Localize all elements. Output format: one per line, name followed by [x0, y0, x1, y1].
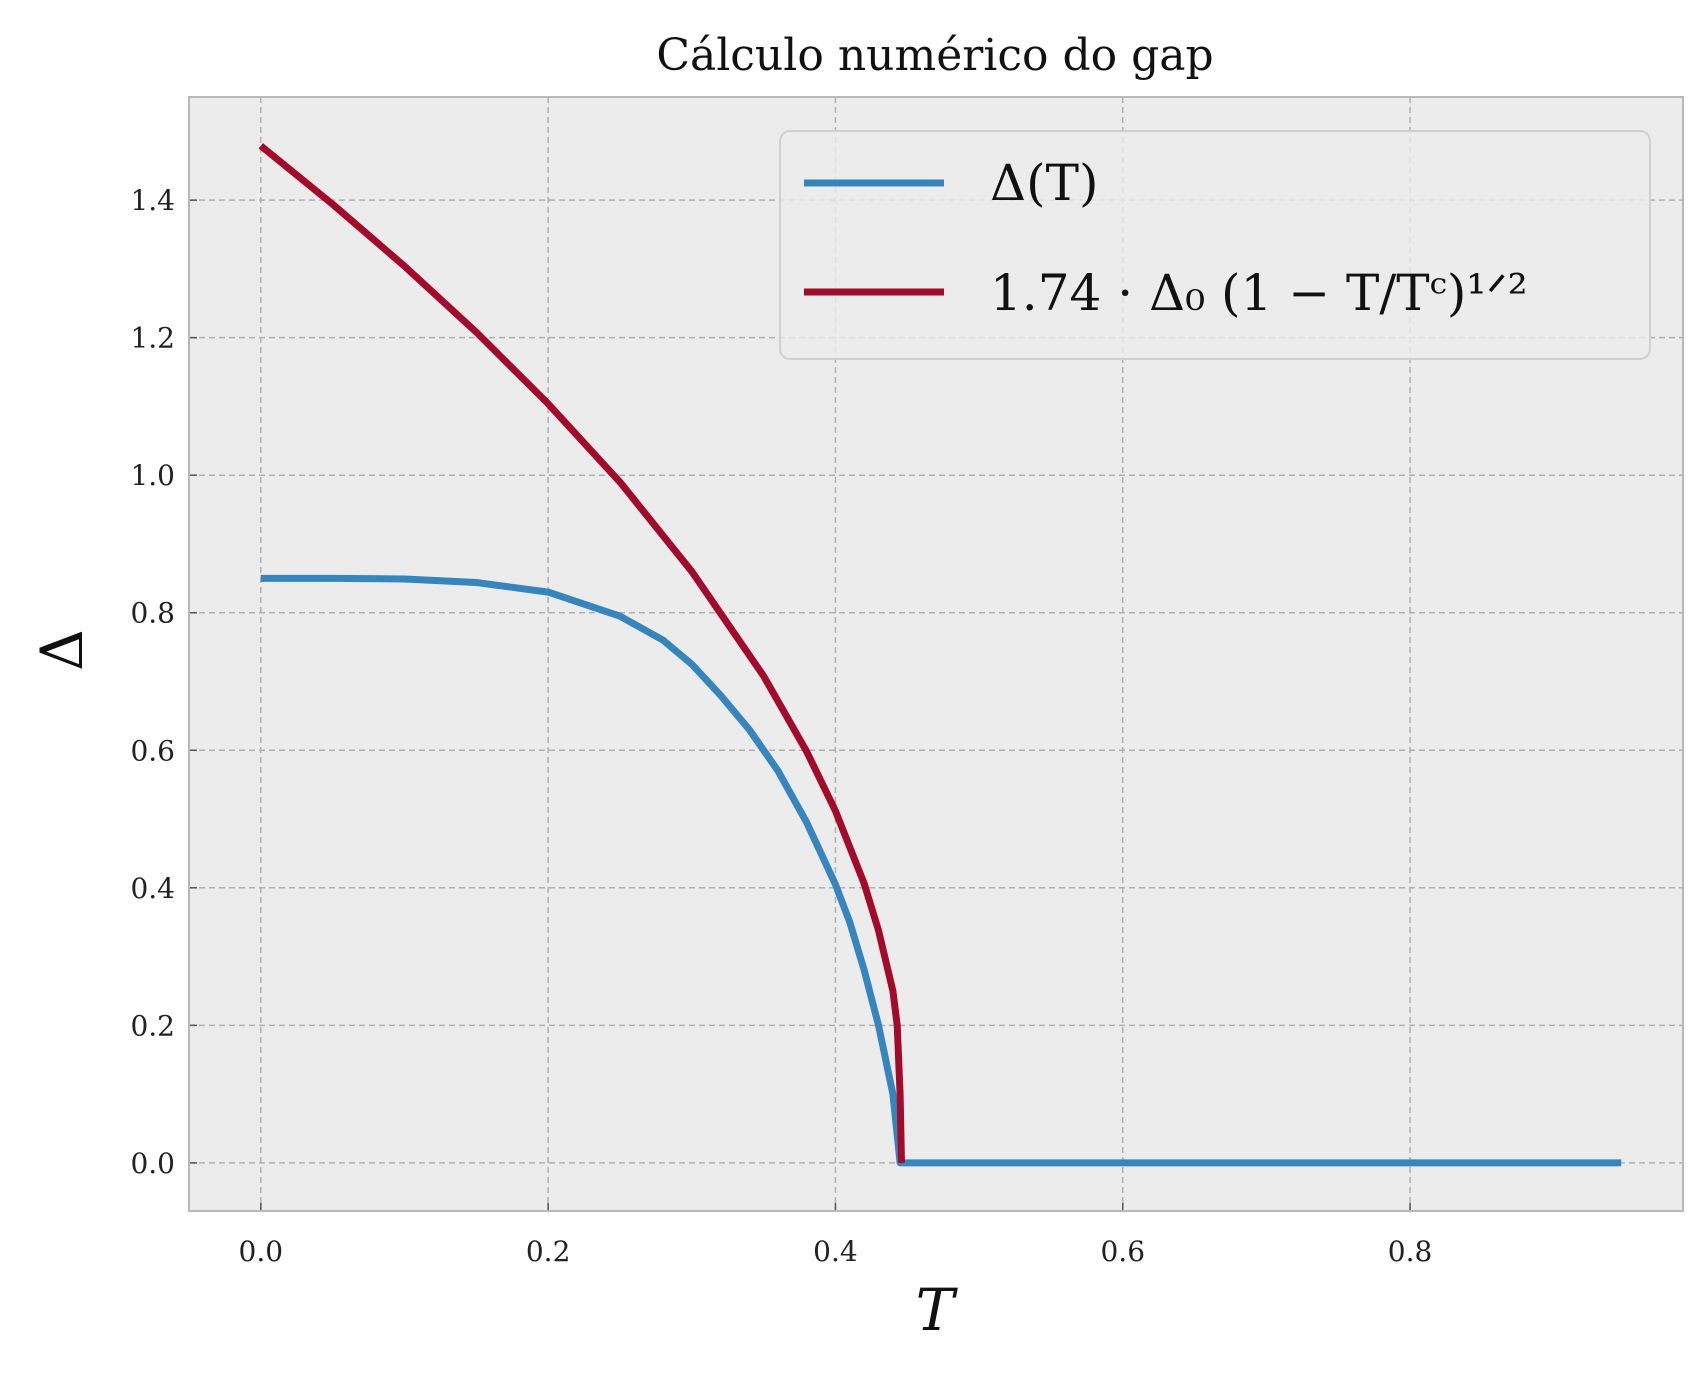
y-tick-label: 1.4	[130, 184, 175, 217]
y-axis-label: Δ	[28, 629, 96, 671]
x-tick-label: 0.6	[1100, 1235, 1145, 1268]
y-tick-label: 0.6	[130, 734, 175, 767]
x-axis-label: T	[916, 1276, 959, 1344]
y-ticks: 0.0 0.2 0.4 0.6 0.8 1.0 1.2 1.4	[130, 184, 197, 1180]
chart-title: Cálculo numérico do gap	[656, 30, 1213, 81]
legend-box	[779, 130, 1651, 360]
plot-frame	[188, 96, 1684, 1212]
legend-label-delta: Δ(T)	[990, 154, 1098, 212]
y-tick-label: 0.8	[130, 597, 175, 630]
legend: Δ(T) 1.74 · Δ₀ (1 − T/Tᶜ)¹ᐟ²	[779, 130, 1651, 360]
y-tick-label: 1.0	[130, 459, 175, 492]
y-tick-label: 0.2	[130, 1009, 175, 1042]
series-line-0	[260, 574, 1622, 1167]
legend-label-fit: 1.74 · Δ₀ (1 − T/Tᶜ)¹ᐟ²	[990, 264, 1528, 322]
x-tick-label: 0.8	[1388, 1235, 1433, 1268]
series-lines	[258, 143, 1622, 1167]
series-line-1	[258, 143, 905, 1163]
x-tick-label: 0.0	[239, 1235, 284, 1268]
x-tick-label: 0.2	[526, 1235, 571, 1268]
y-tick-label: 0.4	[130, 872, 175, 905]
y-tick-label: 0.0	[130, 1147, 175, 1180]
x-ticks: 0.0 0.2 0.4 0.6 0.8	[239, 1203, 1433, 1268]
y-tick-label: 1.2	[130, 322, 175, 355]
x-tick-label: 0.4	[813, 1235, 858, 1268]
